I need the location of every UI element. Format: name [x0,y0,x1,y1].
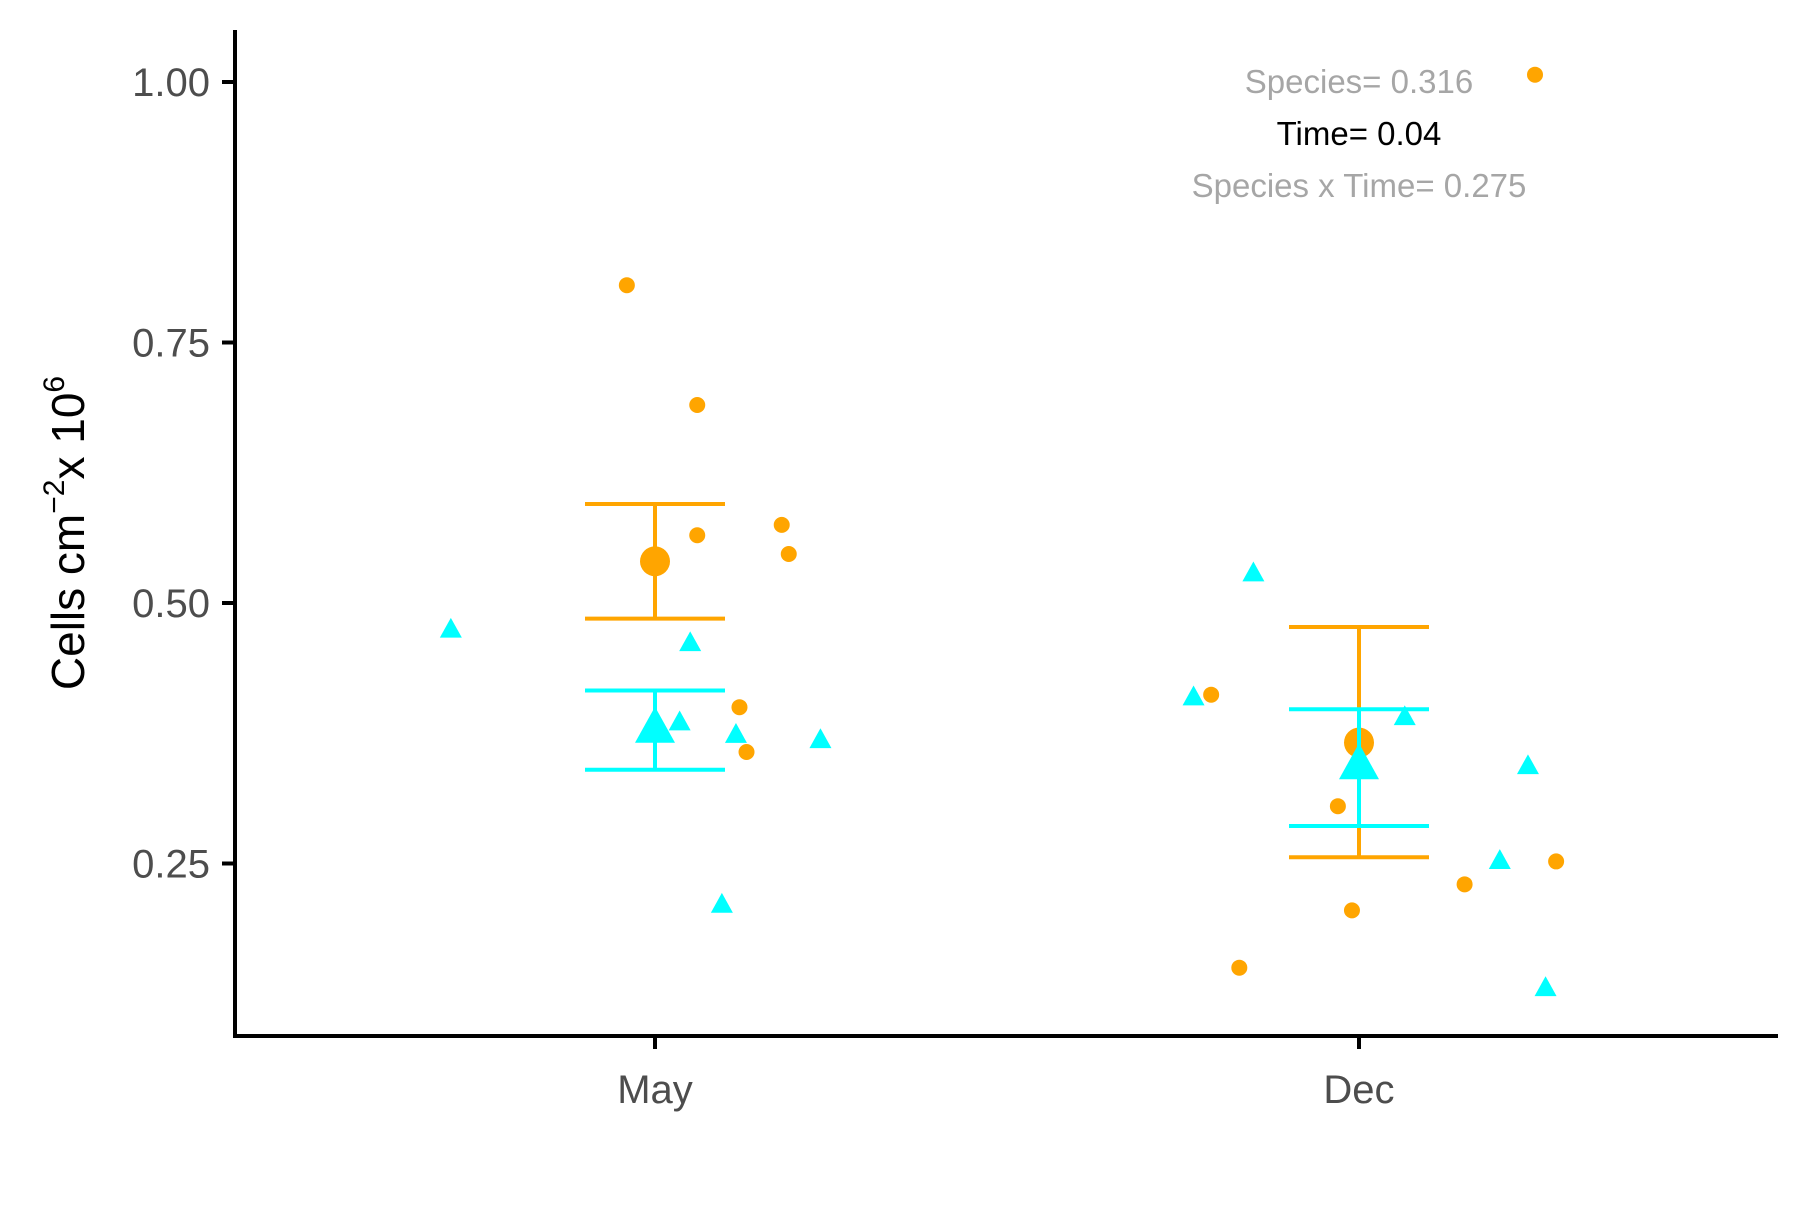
x-tick-label: May [617,1068,693,1112]
annotation-species-x-time: Species x Time= 0.275 [1192,167,1527,204]
data-point-circle [1456,876,1473,893]
data-point-triangle [724,723,747,743]
data-point-triangle [668,710,691,731]
y-axis-title-mid: x 10 [42,393,94,480]
data-point-triangle [1534,976,1557,997]
data-point-circle [618,277,635,294]
y-axis-title-main: Cells cm [42,514,94,690]
data-point-circle [773,516,790,533]
axes: 0.25 0.50 0.75 1.00 May Dec [132,30,1778,1112]
data-point-triangle [1182,685,1205,706]
data-point-triangle [439,617,462,638]
y-ticks: 0.25 0.50 0.75 1.00 [132,61,235,887]
y-tick-label: 0.25 [132,843,210,887]
data-point-circle [1527,66,1543,83]
x-ticks: May Dec [617,1036,1395,1112]
data-point-circle [1548,853,1565,870]
y-axis-title: Cells cm−2x 106 [38,376,94,690]
data-point-triangle [809,728,832,749]
x-tick-label: Dec [1323,1068,1394,1112]
data-point-circle [1203,686,1220,703]
data-point-triangle [1488,849,1511,869]
data-point-triangle [1516,754,1539,775]
y-tick-label: 0.75 [132,322,210,366]
data-point-triangle [710,892,733,913]
data-point-circle [689,397,706,414]
mean-point-circle [640,546,670,577]
y-axis-title-sup2: 6 [38,376,71,393]
y-tick-label: 1.00 [132,61,210,105]
data-marks [439,66,1565,997]
data-point-circle [689,527,706,544]
data-point-triangle [1393,705,1416,726]
data-point-triangle [1242,561,1265,582]
mean-point-triangle [1339,743,1379,780]
y-tick-label: 0.50 [132,582,210,626]
data-point-circle [780,546,797,563]
data-point-triangle [679,631,702,652]
data-point-circle [731,699,748,716]
annotations: Species= 0.316 Time= 0.04 Species x Time… [1192,63,1527,204]
data-point-circle [738,744,755,761]
annotation-species: Species= 0.316 [1245,63,1473,100]
data-point-circle [1343,902,1360,919]
data-point-circle [1329,798,1346,815]
y-axis-title-sup1: −2 [38,480,71,514]
data-point-circle [1231,959,1248,976]
mean-point-triangle [635,706,675,743]
annotation-time: Time= 0.04 [1277,115,1442,152]
